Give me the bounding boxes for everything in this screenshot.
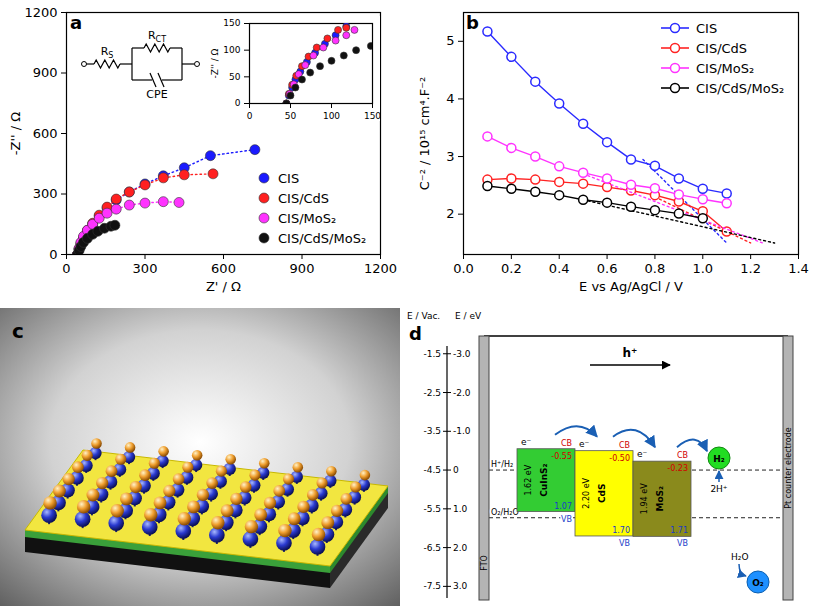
svg-text:MoS₂: MoS₂ bbox=[655, 486, 665, 512]
svg-text:CB: CB bbox=[561, 439, 572, 448]
svg-text:1.62 eV: 1.62 eV bbox=[524, 464, 533, 495]
svg-text:-2.0: -2.0 bbox=[453, 388, 471, 398]
svg-text:-5.5: -5.5 bbox=[423, 504, 441, 514]
svg-text:1.94 eV: 1.94 eV bbox=[640, 483, 649, 514]
svg-text:FTO: FTO bbox=[480, 555, 489, 571]
svg-text:300: 300 bbox=[133, 261, 158, 276]
svg-text:1.70: 1.70 bbox=[612, 526, 630, 535]
svg-text:H₂: H₂ bbox=[713, 454, 725, 464]
svg-text:900: 900 bbox=[33, 65, 58, 80]
svg-text:1.0: 1.0 bbox=[692, 261, 713, 276]
svg-text:Pt counter electrode: Pt counter electrode bbox=[784, 427, 793, 509]
svg-text:e⁻: e⁻ bbox=[579, 439, 590, 449]
svg-text:1.0: 1.0 bbox=[453, 504, 468, 514]
svg-text:RCT: RCT bbox=[148, 29, 166, 44]
svg-text:100: 100 bbox=[323, 111, 340, 121]
svg-text:E / eV: E / eV bbox=[455, 311, 482, 321]
svg-text:0: 0 bbox=[235, 98, 241, 108]
svg-text:O₂: O₂ bbox=[752, 578, 764, 588]
svg-text:0.0: 0.0 bbox=[453, 261, 474, 276]
svg-text:2.20 eV: 2.20 eV bbox=[582, 477, 591, 508]
svg-text:VB: VB bbox=[561, 515, 572, 524]
svg-text:CPE: CPE bbox=[146, 88, 167, 100]
svg-text:-6.5: -6.5 bbox=[423, 543, 441, 553]
svg-text:2.0: 2.0 bbox=[453, 543, 468, 553]
svg-text:600: 600 bbox=[33, 126, 58, 141]
svg-text:50: 50 bbox=[285, 111, 297, 121]
svg-text:0.8: 0.8 bbox=[645, 261, 666, 276]
svg-text:0: 0 bbox=[62, 261, 70, 276]
svg-text:-3.0: -3.0 bbox=[453, 349, 471, 359]
svg-text:-1.5: -1.5 bbox=[423, 349, 441, 359]
svg-text:O₂/H₂O: O₂/H₂O bbox=[491, 508, 519, 517]
svg-text:2H⁺: 2H⁺ bbox=[710, 484, 727, 494]
svg-text:2: 2 bbox=[446, 206, 454, 221]
svg-text:h⁺: h⁺ bbox=[623, 346, 638, 360]
svg-text:CIS/CdS: CIS/CdS bbox=[696, 41, 747, 56]
svg-text:-7.5: -7.5 bbox=[423, 581, 441, 591]
svg-text:-4.5: -4.5 bbox=[423, 465, 441, 475]
svg-text:e⁻: e⁻ bbox=[521, 437, 532, 447]
svg-text:900: 900 bbox=[290, 261, 315, 276]
svg-text:3: 3 bbox=[446, 149, 454, 164]
svg-text:CdS: CdS bbox=[597, 484, 607, 504]
svg-text:-2.5: -2.5 bbox=[423, 388, 441, 398]
svg-text:CIS/CdS/MoS₂: CIS/CdS/MoS₂ bbox=[278, 231, 366, 246]
svg-text:-0.23: -0.23 bbox=[667, 464, 688, 473]
svg-text:-1.0: -1.0 bbox=[453, 426, 471, 436]
html-text:b: b bbox=[466, 12, 479, 33]
svg-text:CuInS₂: CuInS₂ bbox=[539, 463, 549, 496]
svg-text:d: d bbox=[409, 323, 422, 344]
svg-text:1.2: 1.2 bbox=[740, 261, 761, 276]
svg-text:0: 0 bbox=[453, 465, 459, 475]
svg-text:CIS: CIS bbox=[696, 21, 717, 36]
svg-text:-Z'' / Ω: -Z'' / Ω bbox=[8, 112, 23, 155]
svg-text:VB: VB bbox=[677, 539, 688, 548]
svg-text:150: 150 bbox=[223, 18, 240, 28]
svg-text:150: 150 bbox=[364, 111, 380, 121]
svg-text:E vs Ag/AgCl / V: E vs Ag/AgCl / V bbox=[579, 279, 683, 294]
svg-text:100: 100 bbox=[223, 45, 240, 55]
svg-text:3.0: 3.0 bbox=[453, 581, 468, 591]
svg-text:1200: 1200 bbox=[364, 261, 397, 276]
svg-text:H⁺/H₂: H⁺/H₂ bbox=[491, 460, 513, 469]
svg-text:CB: CB bbox=[619, 441, 630, 450]
svg-text:300: 300 bbox=[33, 186, 58, 201]
svg-text:-0.50: -0.50 bbox=[609, 454, 630, 463]
svg-text:5: 5 bbox=[446, 33, 454, 48]
svg-text:VB: VB bbox=[619, 539, 630, 548]
svg-text:600: 600 bbox=[211, 261, 236, 276]
svg-text:1.71: 1.71 bbox=[670, 526, 688, 535]
svg-text:H₂O: H₂O bbox=[731, 552, 748, 562]
svg-text:-3.5: -3.5 bbox=[423, 426, 441, 436]
svg-text:1.4: 1.4 bbox=[788, 261, 809, 276]
svg-text:CIS: CIS bbox=[278, 171, 299, 186]
svg-text:1200: 1200 bbox=[24, 5, 57, 20]
svg-text:CIS/MoS₂: CIS/MoS₂ bbox=[278, 211, 336, 226]
svg-text:CIS/MoS₂: CIS/MoS₂ bbox=[696, 61, 754, 76]
svg-text:4: 4 bbox=[446, 91, 454, 106]
svg-text:c: c bbox=[12, 319, 24, 343]
svg-text:Z' / Ω: Z' / Ω bbox=[206, 279, 241, 294]
svg-text:0.6: 0.6 bbox=[597, 261, 618, 276]
svg-text:e⁻: e⁻ bbox=[637, 449, 648, 459]
svg-text:-Z'' / Ω: -Z'' / Ω bbox=[210, 48, 220, 78]
svg-text:RS: RS bbox=[101, 45, 114, 60]
svg-text:-0.55: -0.55 bbox=[551, 452, 572, 461]
svg-text:CIS/CdS: CIS/CdS bbox=[278, 191, 329, 206]
svg-text:C⁻² / 10¹⁵ cm⁴.F⁻²: C⁻² / 10¹⁵ cm⁴.F⁻² bbox=[417, 77, 432, 191]
svg-text:0: 0 bbox=[247, 111, 253, 121]
svg-text:E / Vac.: E / Vac. bbox=[407, 311, 440, 321]
svg-text:CB: CB bbox=[677, 451, 688, 460]
svg-text:50: 50 bbox=[229, 72, 241, 82]
svg-text:0.2: 0.2 bbox=[501, 261, 522, 276]
svg-text:CIS/CdS/MoS₂: CIS/CdS/MoS₂ bbox=[696, 81, 784, 96]
html-text:a: a bbox=[70, 12, 83, 33]
svg-text:0.4: 0.4 bbox=[549, 261, 570, 276]
svg-text:1.07: 1.07 bbox=[554, 502, 572, 511]
svg-text:0: 0 bbox=[49, 247, 57, 262]
